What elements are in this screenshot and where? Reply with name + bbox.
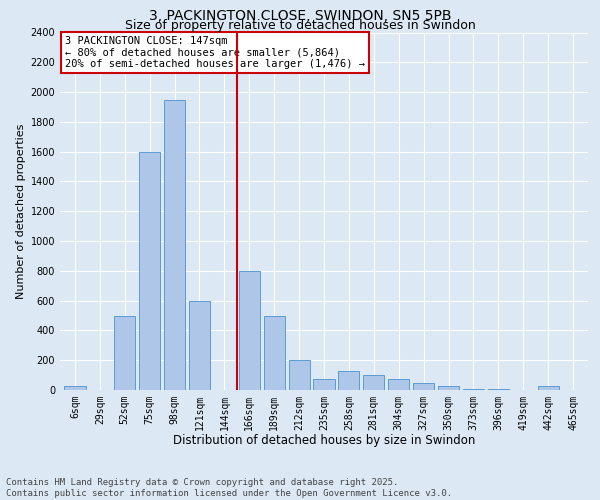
Text: Contains HM Land Registry data © Crown copyright and database right 2025.
Contai: Contains HM Land Registry data © Crown c…	[6, 478, 452, 498]
X-axis label: Distribution of detached houses by size in Swindon: Distribution of detached houses by size …	[173, 434, 475, 448]
Bar	[164, 100, 185, 390]
Y-axis label: Number of detached properties: Number of detached properties	[16, 124, 26, 299]
Bar	[338, 372, 359, 390]
Text: 3 PACKINGTON CLOSE: 147sqm
← 80% of detached houses are smaller (5,864)
20% of s: 3 PACKINGTON CLOSE: 147sqm ← 80% of deta…	[65, 36, 365, 70]
Bar	[463, 388, 484, 390]
Bar	[538, 386, 559, 390]
Bar	[64, 386, 86, 390]
Text: 3, PACKINGTON CLOSE, SWINDON, SN5 5PB: 3, PACKINGTON CLOSE, SWINDON, SN5 5PB	[149, 9, 451, 23]
Bar	[263, 316, 285, 390]
Bar	[289, 360, 310, 390]
Bar	[413, 382, 434, 390]
Bar	[239, 271, 260, 390]
Bar	[438, 386, 459, 390]
Bar	[388, 379, 409, 390]
Text: Size of property relative to detached houses in Swindon: Size of property relative to detached ho…	[125, 18, 475, 32]
Bar	[189, 300, 210, 390]
Bar	[363, 375, 385, 390]
Bar	[313, 379, 335, 390]
Bar	[139, 152, 160, 390]
Bar	[114, 316, 136, 390]
